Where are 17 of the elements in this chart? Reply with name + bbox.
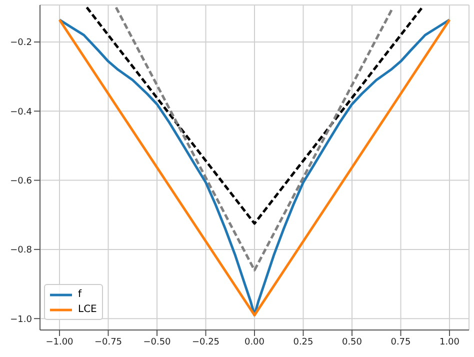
legend-label: LCE (78, 304, 97, 315)
legend-label: f (78, 289, 82, 300)
y-tick-label: −0.4 (10, 107, 32, 118)
x-tick-label: 0.75 (390, 337, 411, 348)
x-tick-label: 0.00 (244, 337, 265, 348)
y-tick-label: −0.6 (10, 176, 32, 186)
y-tick-label: −0.8 (10, 246, 32, 256)
x-tick-label: 1.00 (439, 337, 460, 348)
x-tick-label: 0.50 (342, 337, 362, 348)
x-tick-label: −1.00 (46, 337, 74, 348)
x-tick-label: 0.25 (293, 337, 314, 348)
y-tick-label: −1.0 (10, 314, 32, 325)
x-tick-label: −0.75 (94, 337, 122, 348)
x-tick-label: −0.50 (143, 337, 172, 348)
x-tick-label: −0.25 (192, 337, 220, 348)
y-tick-label: −0.2 (10, 38, 32, 48)
line-series (58, 18, 451, 316)
